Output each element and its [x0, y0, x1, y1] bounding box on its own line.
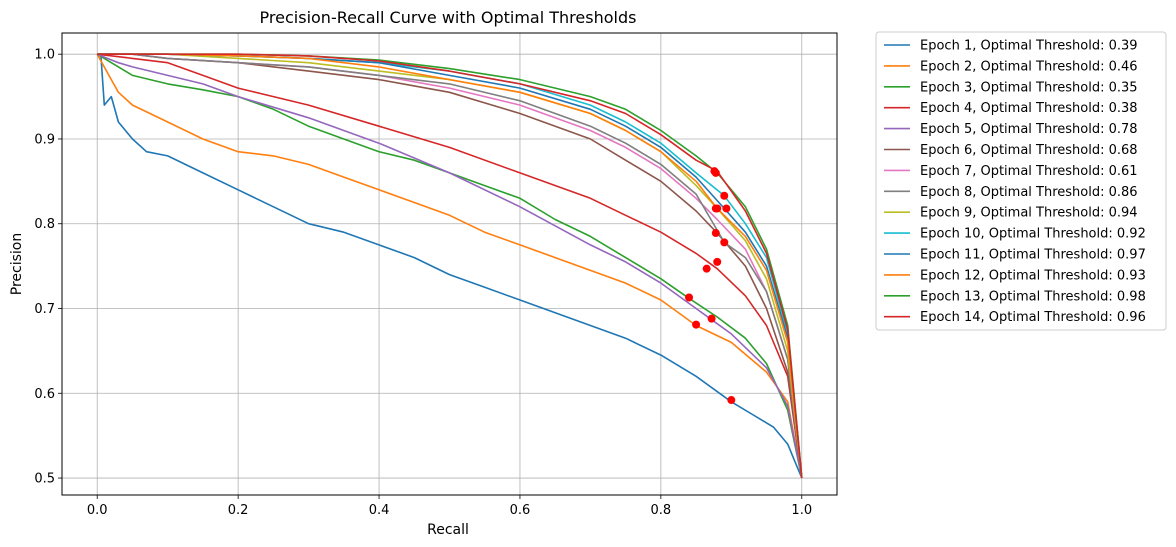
x-axis-label: Recall: [427, 522, 469, 538]
y-tick-label: 0.5: [34, 472, 55, 487]
x-tick-label: 0.0: [87, 503, 108, 518]
legend-label-epoch-9: Epoch 9, Optimal Threshold: 0.94: [920, 206, 1138, 221]
y-tick-label: 1.0: [34, 48, 55, 63]
legend-label-epoch-12: Epoch 12, Optimal Threshold: 0.93: [920, 268, 1146, 283]
optimal-threshold-point-epoch-8: [720, 238, 729, 247]
y-tick-label: 0.7: [34, 302, 55, 317]
y-tick-label: 0.9: [34, 132, 55, 147]
legend-label-epoch-6: Epoch 6, Optimal Threshold: 0.68: [920, 143, 1138, 158]
series-line-epoch-13: [97, 53, 803, 479]
x-tick-label: 0.4: [369, 503, 390, 518]
legend-label-epoch-2: Epoch 2, Optimal Threshold: 0.46: [920, 59, 1138, 74]
optimal-threshold-point-epoch-14: [710, 167, 719, 176]
optimal-threshold-point-epoch-6: [711, 229, 720, 238]
optimal-threshold-point-epoch-1: [727, 396, 736, 405]
x-tick-label: 0.8: [651, 503, 672, 518]
x-tick-label: 1.0: [791, 503, 812, 518]
series-line-epoch-6: [97, 53, 803, 479]
legend-label-epoch-7: Epoch 7, Optimal Threshold: 0.61: [920, 164, 1138, 179]
legend-label-epoch-1: Epoch 1, Optimal Threshold: 0.39: [920, 39, 1138, 54]
series-lines: [96, 53, 803, 479]
series-line-epoch-10: [97, 53, 803, 479]
optimal-threshold-point-epoch-4: [702, 264, 711, 273]
series-line-epoch-4: [97, 53, 803, 479]
optimal-threshold-point-epoch-12: [711, 204, 720, 213]
optimal-threshold-point-epoch-5: [707, 314, 716, 323]
optimal-threshold-point-epoch-7: [713, 257, 722, 266]
optimal-threshold-point-epoch-10: [720, 191, 729, 200]
grid: [62, 33, 837, 495]
optimal-threshold-point-epoch-3: [685, 293, 694, 302]
series-line-epoch-11: [97, 53, 803, 479]
series-line-epoch-7: [97, 53, 803, 479]
optimal-threshold-point-epoch-2: [692, 320, 701, 329]
series-line-epoch-3: [96, 53, 803, 479]
legend: Epoch 1, Optimal Threshold: 0.39 Epoch 2,…: [875, 31, 1167, 331]
series-line-epoch-14: [97, 53, 803, 479]
series-line-epoch-2: [96, 53, 803, 479]
y-tick-label: 0.6: [34, 387, 55, 402]
series-line-epoch-8: [97, 53, 803, 479]
legend-label-epoch-10: Epoch 10, Optimal Threshold: 0.92: [920, 227, 1146, 242]
legend-frame: [875, 31, 1167, 331]
legend-label-epoch-3: Epoch 3, Optimal Threshold: 0.35: [920, 80, 1138, 95]
x-tick-label: 0.6: [510, 503, 531, 518]
series-line-epoch-12: [97, 53, 803, 479]
chart-title: Precision-Recall Curve with Optimal Thre…: [260, 8, 637, 27]
legend-label-epoch-4: Epoch 4, Optimal Threshold: 0.38: [920, 101, 1138, 116]
legend-label-epoch-14: Epoch 14, Optimal Threshold: 0.96: [920, 310, 1146, 325]
legend-label-epoch-8: Epoch 8, Optimal Threshold: 0.86: [920, 185, 1138, 200]
optimal-threshold-markers: [685, 167, 736, 405]
legend-label-epoch-13: Epoch 13, Optimal Threshold: 0.98: [920, 289, 1146, 304]
optimal-threshold-point-epoch-11: [722, 204, 731, 213]
series-line-epoch-9: [97, 53, 803, 479]
y-axis-label: Precision: [9, 233, 25, 295]
x-tick-label: 0.2: [228, 503, 249, 518]
y-tick-label: 0.8: [34, 217, 55, 232]
plot-frame: [61, 32, 838, 496]
axis-ticks: 0.0 0.2 0.4 0.6 0.8 1.0 0.5 0.6 0.7 0.8 0.9 1.0: [34, 48, 812, 518]
series-line-epoch-1: [97, 53, 803, 479]
series-line-epoch-5: [96, 53, 803, 479]
legend-label-epoch-5: Epoch 5, Optimal Threshold: 0.78: [920, 122, 1138, 137]
legend-label-epoch-11: Epoch 11, Optimal Threshold: 0.97: [920, 248, 1146, 263]
